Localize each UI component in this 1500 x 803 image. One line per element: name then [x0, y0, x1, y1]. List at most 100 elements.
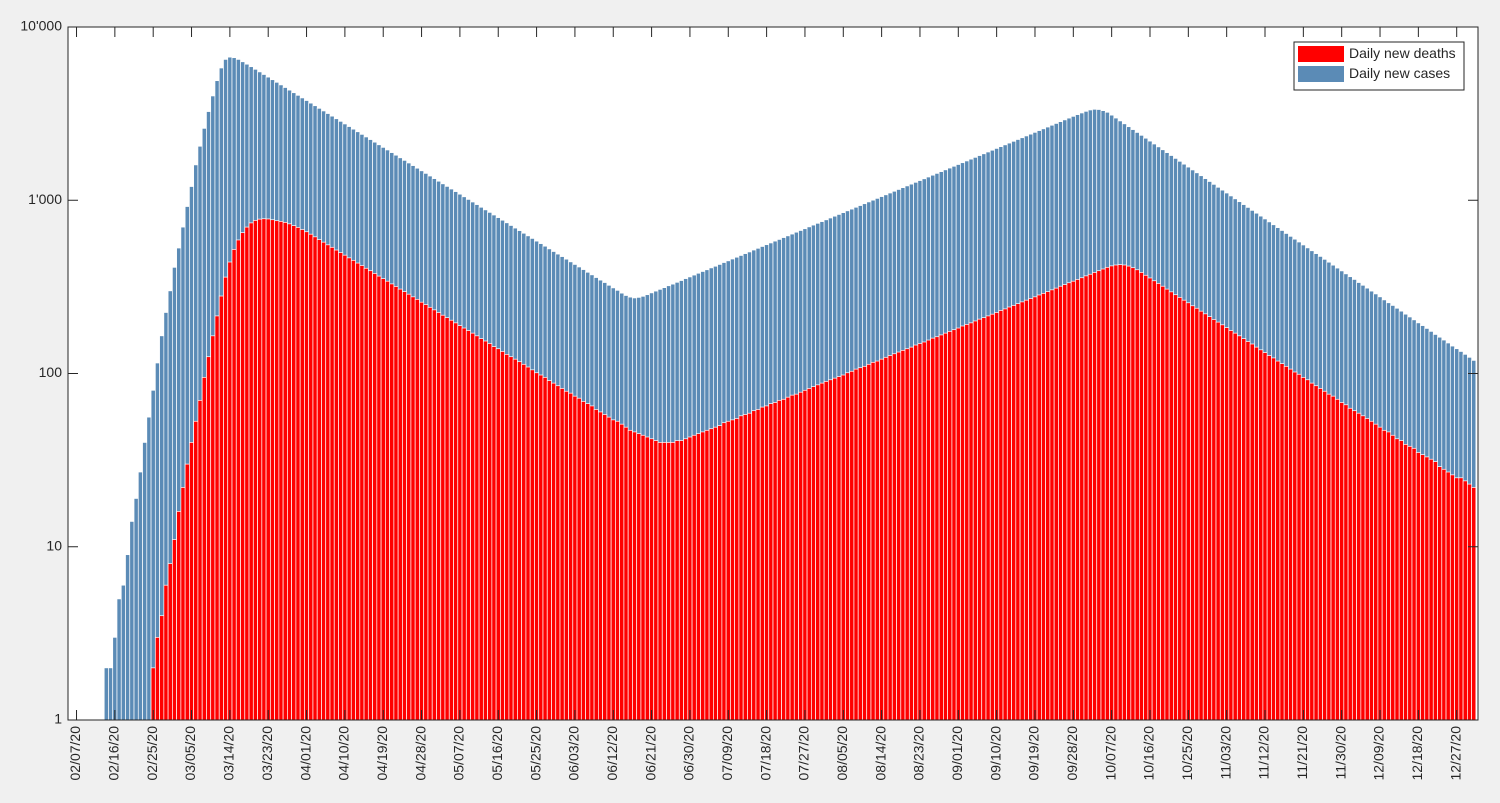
bar: [619, 423, 625, 721]
bar: [789, 394, 795, 721]
bar: [926, 339, 931, 721]
bar: [836, 376, 842, 721]
bar: [568, 392, 574, 721]
bar: [615, 420, 620, 721]
bar: [887, 355, 893, 721]
bar: [1347, 407, 1353, 721]
bar: [981, 317, 987, 721]
x-tick-label: 12/27/20: [1447, 726, 1463, 781]
bar: [504, 353, 510, 721]
bar: [282, 222, 288, 721]
bar: [261, 218, 267, 721]
bar: [1181, 299, 1187, 721]
bar: [661, 442, 667, 721]
bar: [644, 436, 650, 721]
bar: [572, 395, 578, 721]
bar: [252, 220, 258, 721]
bar: [423, 304, 429, 721]
bar: [440, 314, 446, 721]
x-tick-label: 04/28/20: [412, 726, 428, 781]
legend: Daily new deaths Daily new cases: [1293, 41, 1465, 91]
bar: [913, 344, 919, 721]
bar: [798, 391, 804, 721]
bar: [1254, 346, 1259, 721]
bar: [1058, 285, 1064, 721]
bar: [862, 365, 868, 721]
bar: [972, 320, 978, 721]
bar: [1185, 302, 1191, 721]
bar: [747, 412, 753, 721]
bar: [214, 315, 220, 721]
bar: [470, 332, 476, 721]
bar: [1104, 266, 1110, 721]
bar: [1036, 294, 1042, 721]
bar: [1266, 355, 1272, 721]
bar: [934, 336, 940, 721]
bar: [359, 265, 365, 721]
bar: [240, 232, 246, 721]
bar: [1015, 303, 1021, 721]
bar: [474, 335, 480, 721]
bar: [1369, 420, 1374, 721]
bar: [1364, 418, 1370, 721]
x-tick-label: 11/03/20: [1217, 726, 1233, 780]
x-tick-label: 05/07/20: [451, 726, 467, 781]
bar: [793, 393, 799, 721]
bar: [1292, 371, 1298, 721]
bar: [1283, 365, 1289, 721]
bar: [585, 403, 591, 721]
bar: [512, 358, 518, 721]
bar: [917, 343, 923, 721]
bar: [542, 377, 548, 721]
bar: [938, 334, 944, 721]
bar: [410, 296, 416, 721]
bar: [580, 401, 586, 721]
bar: [678, 440, 684, 721]
bar: [1356, 412, 1362, 721]
bar: [167, 563, 173, 721]
bar: [244, 226, 250, 721]
bar: [376, 275, 382, 721]
bar: [943, 332, 949, 721]
bar: [120, 584, 126, 721]
bar: [879, 358, 885, 721]
bar: [704, 429, 710, 721]
x-tick-label: 02/07/20: [67, 726, 83, 781]
bar: [1271, 357, 1277, 721]
bar: [1313, 385, 1319, 721]
x-tick-label: 06/12/20: [604, 726, 620, 781]
bar: [355, 262, 361, 721]
bar: [1403, 443, 1409, 721]
bar: [1062, 284, 1068, 721]
bar: [1117, 264, 1123, 721]
bar: [977, 318, 983, 721]
bar: [610, 419, 616, 721]
bar: [1249, 343, 1255, 721]
bar: [725, 420, 731, 721]
bar: [1215, 321, 1221, 721]
bar: [146, 416, 152, 721]
bar: [623, 426, 629, 721]
bar: [1258, 349, 1264, 721]
x-tick-label: 10/16/20: [1141, 726, 1157, 781]
x-tick-label: 06/30/20: [681, 726, 697, 781]
bar: [436, 312, 442, 721]
x-tick-label: 02/16/20: [106, 726, 122, 781]
bar: [985, 315, 991, 721]
bar: [1173, 294, 1179, 721]
bar: [951, 329, 957, 721]
bar: [764, 405, 770, 721]
bar: [1138, 272, 1144, 721]
bar: [896, 351, 902, 721]
x-tick-label: 05/25/20: [527, 726, 543, 781]
bar: [312, 236, 318, 721]
bar: [1070, 280, 1076, 721]
bar: [299, 229, 305, 721]
bar: [1432, 461, 1438, 721]
bar: [1445, 471, 1451, 721]
bar: [491, 346, 497, 721]
bar: [849, 370, 855, 721]
x-tick-label: 09/10/20: [987, 726, 1003, 781]
bar: [695, 433, 701, 721]
axes: 1 10 100 1'000 10'000 02/07/20 02/16/20 02/25/2…: [20, 18, 1478, 781]
